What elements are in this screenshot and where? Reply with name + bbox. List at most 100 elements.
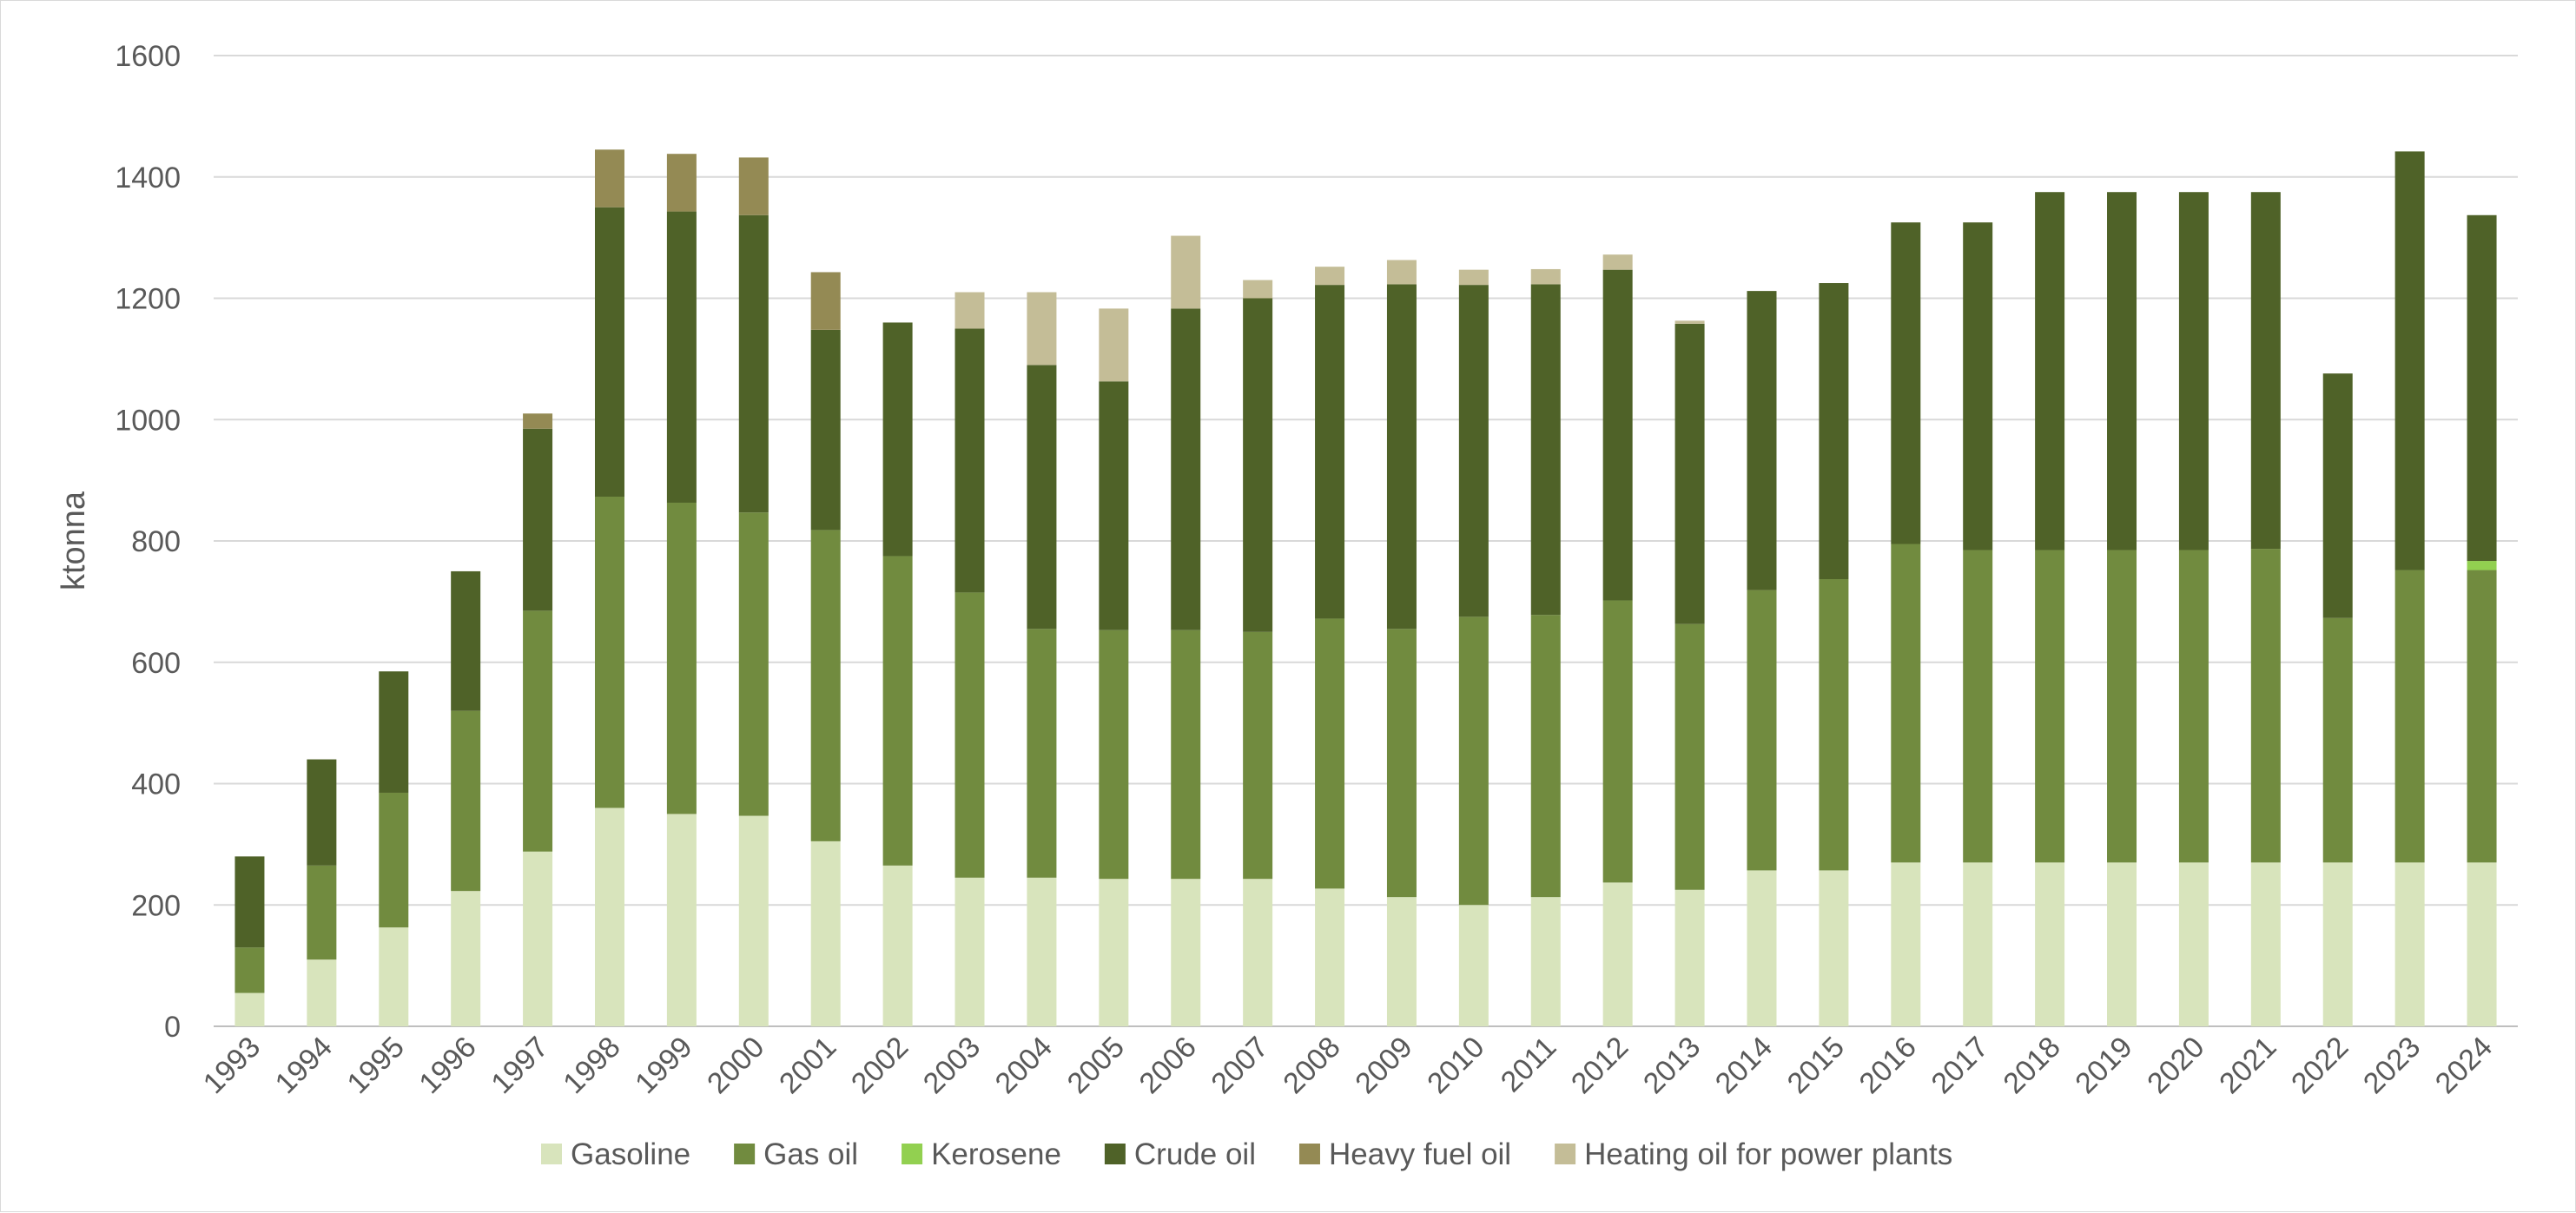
bar-segment — [2035, 192, 2065, 550]
bar-segment — [1963, 862, 1993, 1026]
y-tick-label: 1000 — [115, 404, 181, 437]
x-tick-label: 1994 — [269, 1031, 339, 1100]
bar-segment — [810, 329, 841, 531]
bar-segment — [1530, 284, 1561, 616]
x-tick-label: 2000 — [701, 1031, 770, 1100]
bar-segment — [2467, 570, 2497, 863]
bar-segment — [1243, 280, 1273, 299]
bar-segment — [2178, 550, 2209, 863]
bar-segment — [1458, 616, 1489, 906]
bar-segment — [1747, 291, 1777, 590]
y-tick-label: 1600 — [115, 40, 181, 73]
bar-segment — [594, 149, 624, 208]
x-tick-label: 2022 — [2285, 1031, 2355, 1100]
bar-segment — [2107, 550, 2137, 863]
bar-segment — [738, 512, 769, 816]
bar-segment — [1171, 308, 1201, 630]
bar-segment — [451, 710, 481, 892]
y-tick-label: 200 — [131, 889, 181, 922]
bar-segment — [1027, 877, 1057, 1026]
bar-segment — [1602, 600, 1633, 883]
bar-segment — [1891, 222, 1921, 544]
legend-label: Heavy fuel oil — [1329, 1137, 1511, 1171]
x-tick-label: 2020 — [2141, 1031, 2210, 1100]
x-tick-label: 2003 — [917, 1031, 987, 1100]
bar-segment — [810, 530, 841, 841]
bar-segment — [1099, 630, 1129, 880]
x-tick-label: 2010 — [1421, 1031, 1490, 1100]
bars — [234, 149, 2497, 1026]
x-tick-label: 2014 — [1709, 1031, 1779, 1100]
bar-segment — [1674, 889, 1705, 1026]
bar-segment — [666, 154, 697, 212]
bar-segment — [1747, 870, 1777, 1026]
bar-segment — [1171, 879, 1201, 1026]
bar-segment — [1602, 882, 1633, 1026]
bar-segment — [1099, 879, 1129, 1026]
bar-segment — [1386, 284, 1417, 630]
bar-segment — [1530, 897, 1561, 1026]
x-tick-label: 2007 — [1205, 1031, 1274, 1100]
bar-segment — [2107, 862, 2137, 1026]
bar-segment — [810, 841, 841, 1026]
bar-segment — [234, 947, 265, 993]
x-tick-label: 1996 — [413, 1031, 482, 1100]
x-tick-label: 2001 — [773, 1031, 842, 1100]
bar-segment — [1386, 629, 1417, 898]
y-tick-label: 1400 — [115, 162, 181, 194]
bar-segment — [1243, 298, 1273, 632]
bar-segment — [2178, 192, 2209, 550]
x-tick-label: 2008 — [1277, 1031, 1346, 1100]
bar-segment — [379, 927, 409, 1026]
bar-segment — [1458, 905, 1489, 1026]
bar-segment — [1674, 623, 1705, 890]
bar-segment — [2322, 862, 2353, 1026]
y-tick-label: 1200 — [115, 283, 181, 316]
bar-segment — [738, 214, 769, 513]
x-tick-label: 1999 — [629, 1031, 698, 1100]
legend-label: Gasoline — [571, 1137, 690, 1171]
bar-segment — [379, 671, 409, 793]
bar-segment — [1386, 260, 1417, 285]
x-tick-label: 2011 — [1495, 1031, 1563, 1099]
bar-segment — [1747, 590, 1777, 871]
bar-segment — [1099, 381, 1129, 630]
bar-segment — [451, 891, 481, 1026]
x-tick-label: 2016 — [1853, 1031, 1923, 1100]
bar-segment — [1602, 254, 1633, 270]
x-tick-label: 1995 — [341, 1031, 411, 1100]
bar-segment — [234, 992, 265, 1026]
bar-segment — [2467, 561, 2497, 570]
bar-segment — [1315, 618, 1345, 889]
x-tick-label: 2015 — [1781, 1031, 1851, 1100]
x-tick-label: 2018 — [1997, 1031, 2066, 1100]
bar-segment — [2178, 862, 2209, 1026]
legend-label: Heating oil for power plants — [1584, 1137, 1952, 1171]
bar-segment — [523, 851, 553, 1026]
x-tick-label: 2019 — [2069, 1031, 2138, 1100]
bar-segment — [1891, 544, 1921, 863]
y-tick-label: 400 — [131, 768, 181, 801]
x-tick-label: 2006 — [1133, 1031, 1203, 1100]
legend: Gasoline Gas oil Kerosene Crude oil Heavy fu… — [541, 1137, 1952, 1171]
x-tick-label: 1998 — [557, 1031, 626, 1100]
bar-segment — [738, 157, 769, 215]
bar-segment — [1819, 579, 1849, 871]
bar-segment — [738, 815, 769, 1026]
legend-label: Gas oil — [763, 1137, 858, 1171]
y-tick-label: 800 — [131, 525, 181, 558]
bar-segment — [1027, 629, 1057, 878]
y-axis-ticks: 0 200 400 600 800 1000 1200 1400 1600 — [115, 40, 181, 1044]
bar-segment — [1602, 269, 1633, 601]
bar-segment — [1963, 222, 1993, 550]
bar-segment — [1458, 269, 1489, 286]
x-axis-ticks: 1993 1994 1995 1996 1997 1998 1999 2000 2001 2002… — [197, 1031, 2499, 1100]
bar-segment — [882, 865, 913, 1026]
bar-segment — [1171, 235, 1201, 309]
bar-segment — [810, 272, 841, 330]
bar-segment — [2467, 214, 2497, 562]
bar-segment — [2107, 192, 2137, 550]
bar-segment — [2394, 862, 2425, 1026]
